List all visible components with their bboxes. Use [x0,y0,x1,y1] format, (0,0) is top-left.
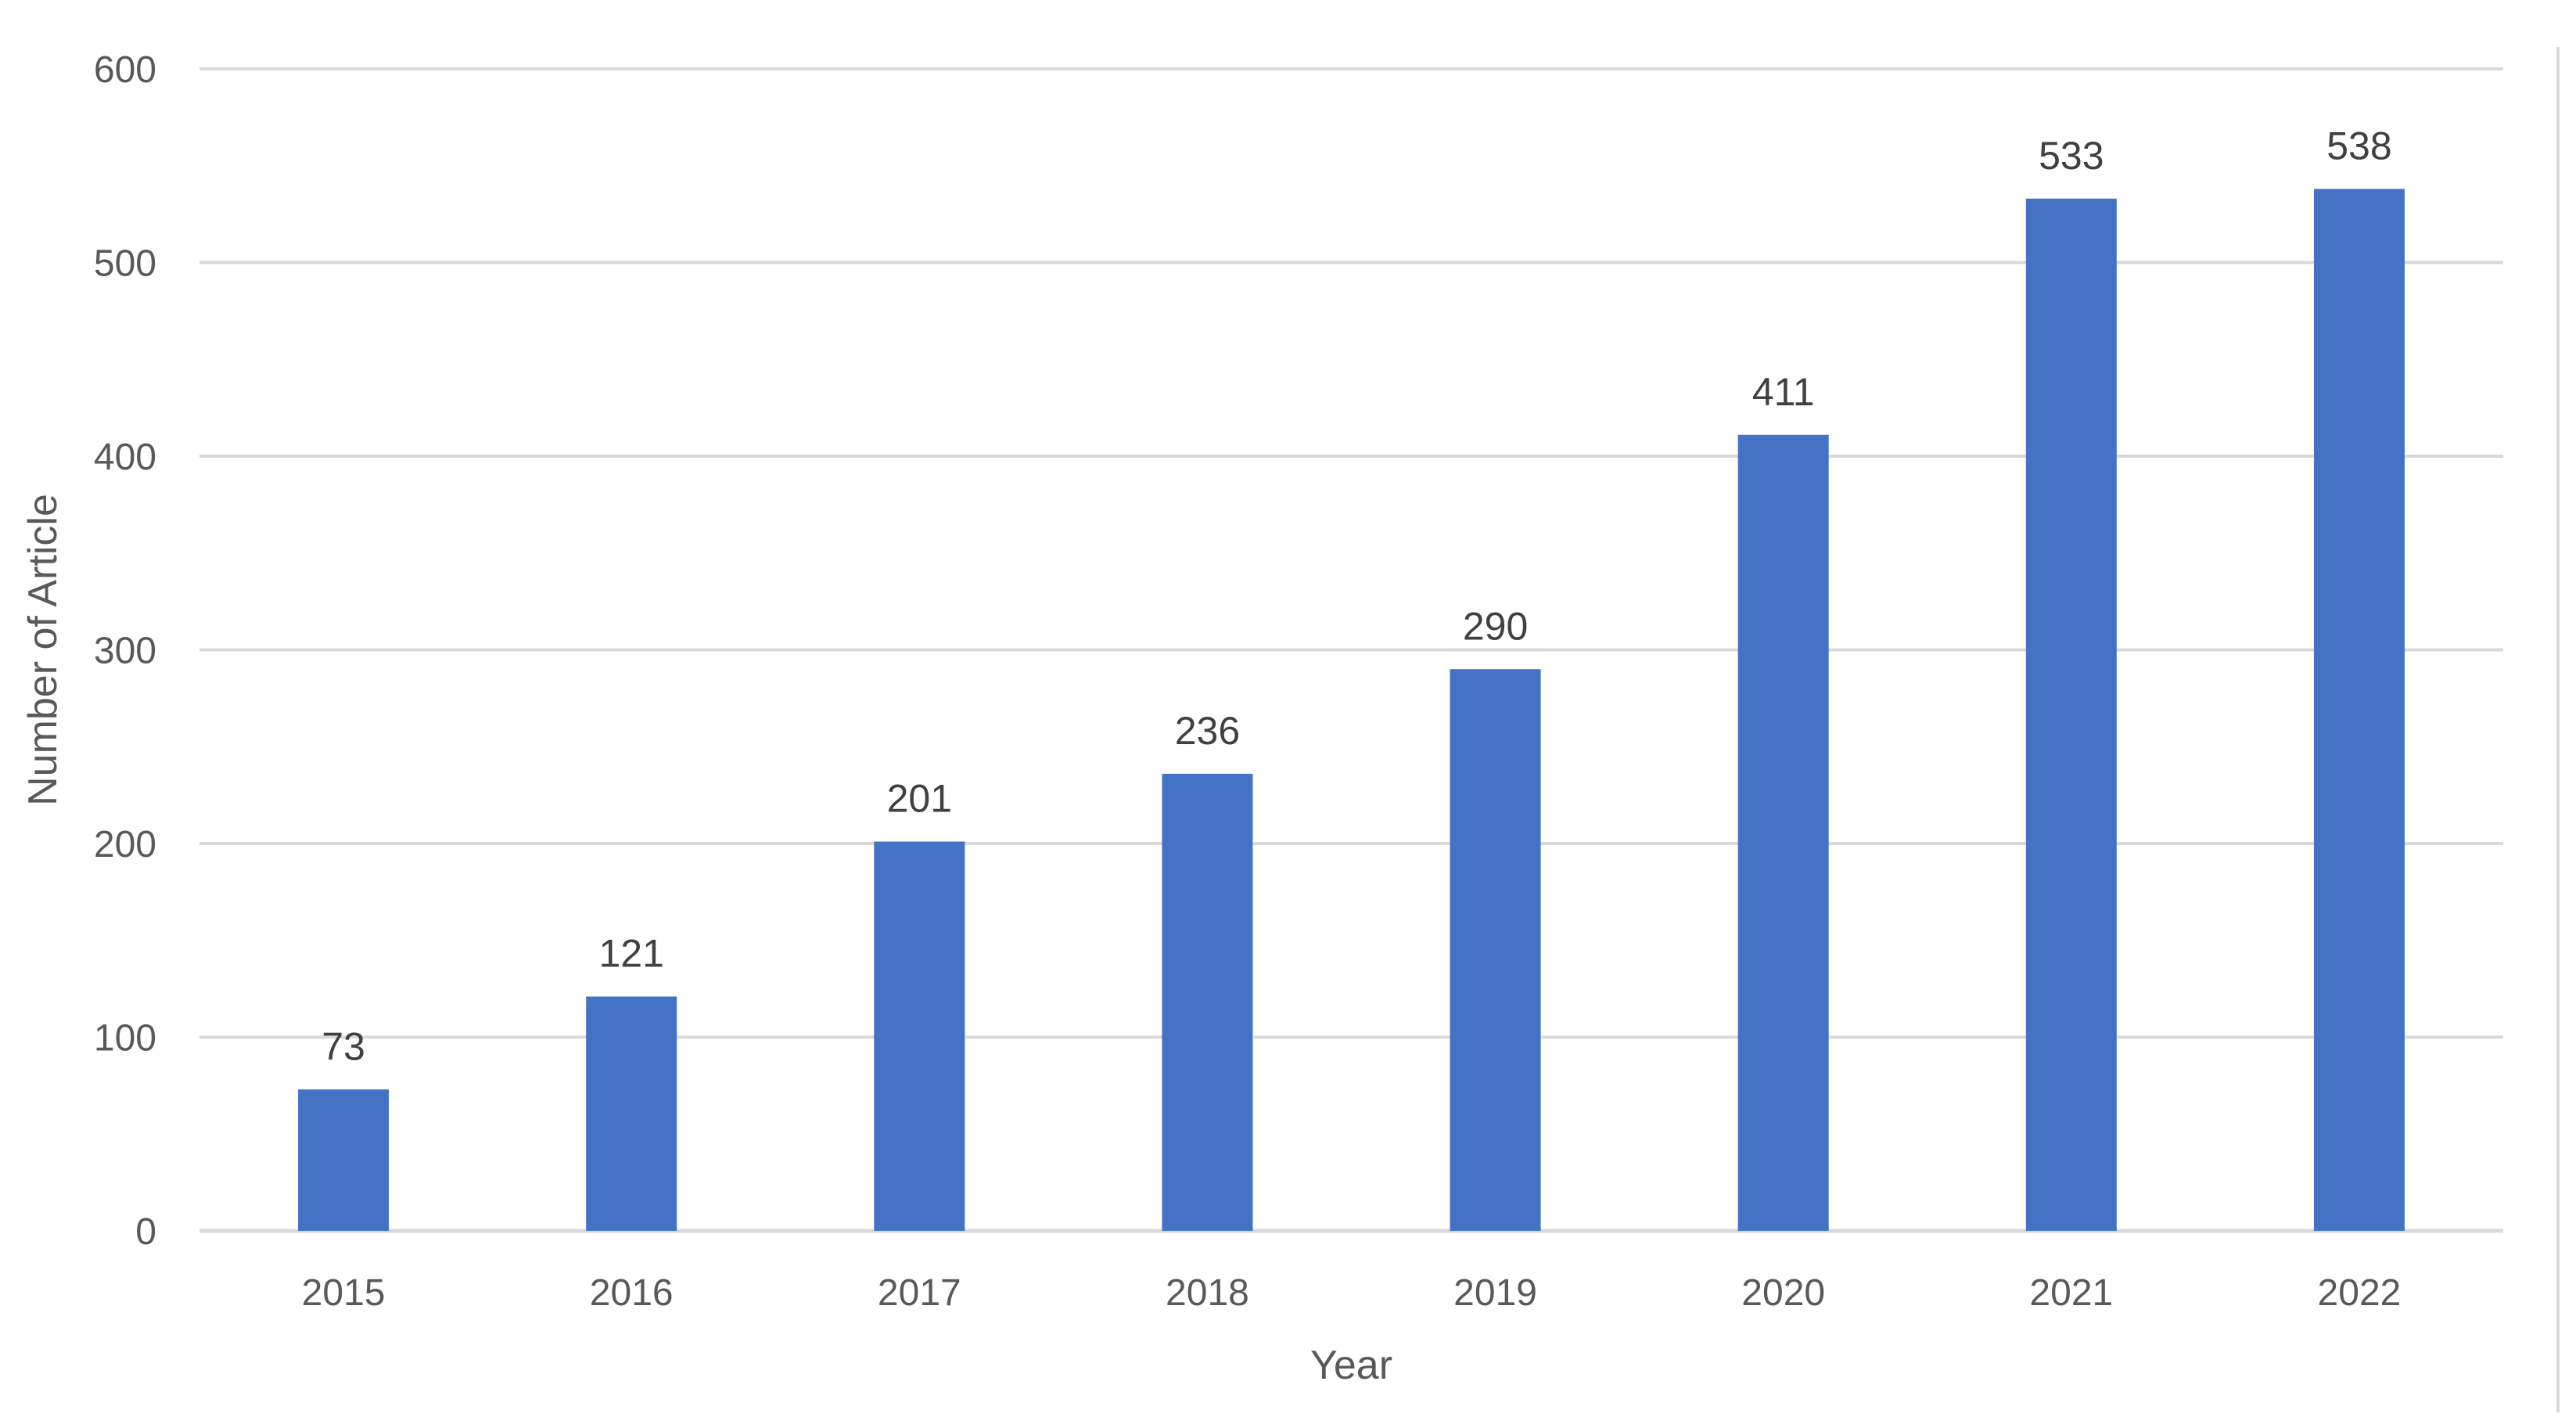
bar-2017 [874,841,965,1231]
data-label-2020: 411 [1752,370,1815,414]
bar-2018 [1162,773,1253,1231]
gridlines [199,67,2503,1233]
bar-2020 [1737,434,1829,1231]
data-label-2019: 290 [1463,604,1528,648]
bar-2022 [2313,189,2405,1232]
data-labels: 73 121 201 236 290 411 533 538 [322,124,2391,1068]
x-tick-label: 2017 [878,1272,961,1314]
y-axis-ticks: 0 100 200 300 400 500 600 [94,49,156,1253]
bar-2021 [2025,198,2117,1232]
bar-2015 [298,1089,390,1231]
x-tick-label: 2016 [590,1272,674,1314]
data-label-2017: 201 [887,777,952,821]
x-tick-label: 2021 [2029,1272,2113,1314]
y-tick-label: 500 [94,243,156,285]
y-tick-label: 300 [94,631,156,672]
bar-2016 [586,996,677,1231]
bars [298,189,2405,1232]
x-tick-label: 2015 [302,1272,386,1314]
x-axis-title: Year [1310,1343,1392,1388]
data-label-2016: 121 [598,932,663,976]
y-tick-label: 0 [135,1211,156,1253]
y-tick-label: 600 [94,49,156,91]
y-tick-label: 100 [94,1018,156,1059]
y-tick-label: 200 [94,824,156,865]
x-tick-label: 2019 [1453,1272,1537,1314]
y-tick-label: 400 [94,437,156,478]
bar-2019 [1450,669,1541,1231]
x-tick-label: 2022 [2318,1272,2402,1314]
x-tick-label: 2018 [1166,1272,1249,1314]
data-label-2015: 73 [322,1024,365,1068]
data-label-2018: 236 [1175,709,1240,753]
data-label-2021: 533 [2039,134,2104,178]
x-axis-ticks: 2015 2016 2017 2018 2019 2020 2021 2022 [302,1272,2402,1314]
x-tick-label: 2020 [1741,1272,1825,1314]
data-label-2022: 538 [2326,124,2391,167]
y-axis-title: Number of Article [20,494,66,806]
